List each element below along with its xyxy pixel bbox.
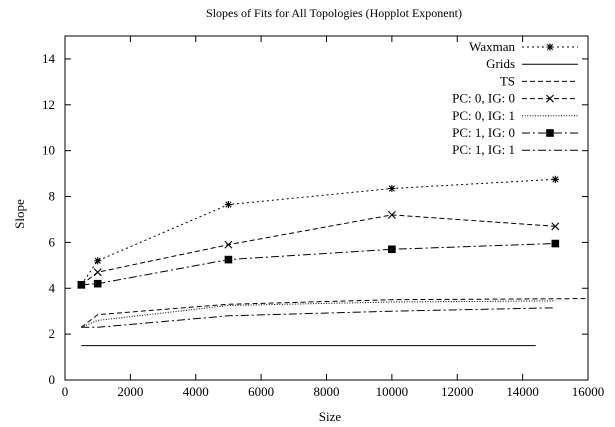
legend-label: PC: 1, IG: 1: [452, 142, 515, 157]
x-tick-label: 4000: [183, 384, 209, 399]
y-tick-label: 2: [49, 326, 56, 341]
x-tick-label: 2000: [117, 384, 143, 399]
x-tick-label: 8000: [314, 384, 340, 399]
series-line: [81, 307, 556, 328]
data-point: [551, 175, 559, 183]
series-line: [81, 243, 556, 286]
legend-label: TS: [500, 73, 515, 88]
data-point: [388, 245, 396, 254]
y-axis-label: Slope: [12, 199, 27, 229]
x-tick-label: 12000: [441, 384, 474, 399]
y-tick-label: 10: [42, 143, 55, 158]
x-axis-label: Size: [319, 409, 342, 424]
data-point: [387, 210, 396, 219]
y-tick-label: 4: [49, 280, 56, 295]
x-tick-label: 16000: [572, 384, 605, 399]
legend-label: PC: 0, IG: 0: [452, 91, 515, 106]
data-point: [224, 200, 233, 209]
y-tick-label: 8: [49, 189, 56, 204]
legend-label: PC: 1, IG: 0: [452, 125, 515, 140]
series-line: [80, 298, 589, 328]
data-point: [551, 239, 560, 248]
y-tick-label: 12: [42, 97, 55, 112]
x-tick-label: 6000: [248, 384, 274, 399]
data-point: [93, 279, 102, 288]
legend-label: PC: 0, IG: 1: [452, 108, 515, 123]
y-tick-label: 0: [49, 372, 56, 387]
data-point: [388, 184, 396, 193]
legend-marker: [546, 129, 554, 137]
series-line: [80, 214, 556, 286]
data-point: [224, 240, 233, 249]
x-tick-label: 0: [62, 384, 69, 399]
x-tick-label: 14000: [506, 384, 539, 399]
legend-label: Waxman: [469, 39, 515, 54]
data-point: [224, 255, 233, 264]
legend-label: Grids: [486, 56, 515, 71]
legend-marker: [546, 94, 554, 103]
data-point: [94, 257, 102, 265]
chart-title: Slopes of Fits for All Topologies (Hoppl…: [206, 6, 462, 20]
y-tick-label: 14: [42, 51, 56, 66]
legend-marker: [546, 43, 554, 51]
series-line: [81, 300, 556, 328]
data-point: [551, 222, 560, 231]
x-tick-label: 10000: [376, 384, 409, 399]
legend: Waxman Grids TS PC: 0, IG: 0 PC: 0, IG: 1 PC:…: [452, 39, 578, 157]
data-point: [93, 268, 102, 277]
y-tick-label: 6: [49, 234, 56, 249]
series-line: [80, 178, 556, 286]
data-point: [77, 281, 86, 289]
